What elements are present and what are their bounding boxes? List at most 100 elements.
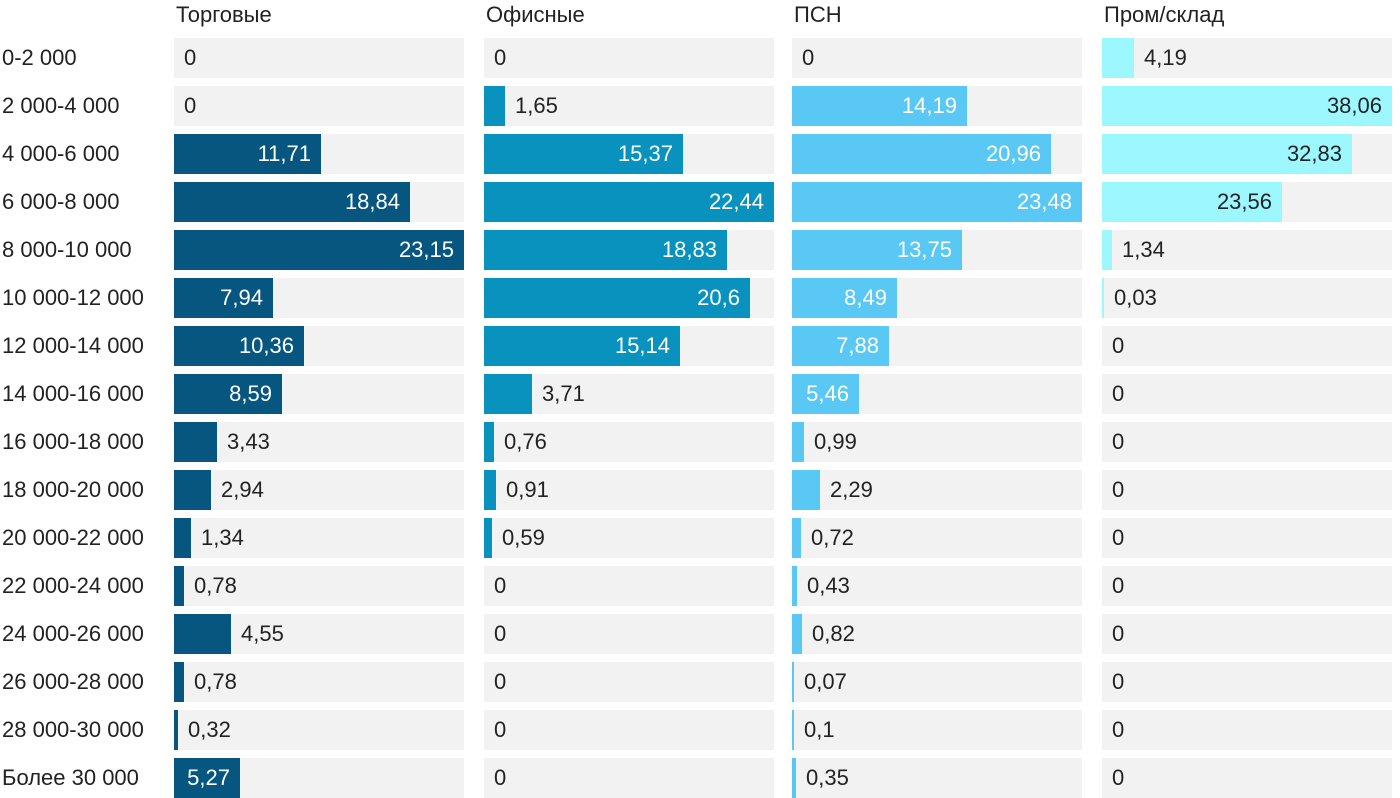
bar — [484, 278, 750, 318]
bar-value-label: 13,75 — [896, 237, 952, 262]
bar-track: 0,32 — [174, 710, 464, 750]
bar-value-label: 0 — [1112, 621, 1125, 646]
bar-value-label: 8,59 — [229, 381, 272, 406]
bar-track: 0 — [484, 614, 774, 654]
bar-value-label: 0 — [1112, 525, 1125, 550]
bar — [174, 182, 410, 222]
bar — [174, 374, 282, 414]
bar-value-label: 0,78 — [194, 669, 237, 694]
bar — [792, 422, 804, 462]
bar-track: 0,76 — [484, 422, 774, 462]
bar — [174, 662, 184, 702]
bar-track: 0,07 — [792, 662, 1082, 702]
bar-track: 14,19 — [792, 86, 1082, 126]
bar-track: 10,36 — [174, 326, 464, 366]
bar — [792, 518, 801, 558]
bar — [174, 710, 178, 750]
category-label: 10 000-12 000 — [2, 285, 144, 310]
bar — [792, 614, 802, 654]
series-header: Пром/склад — [1104, 2, 1225, 27]
bar — [174, 614, 231, 654]
bar-track: 20,6 — [484, 278, 774, 318]
bar-track: 3,43 — [174, 422, 464, 462]
bar-track: 0,1 — [792, 710, 1082, 750]
bar-value-label: 0,59 — [502, 525, 545, 550]
bar — [792, 230, 962, 270]
bar-track: 0,35 — [792, 758, 1082, 798]
bar-track: 0 — [484, 566, 774, 606]
bar-track: 0 — [484, 38, 774, 78]
bar-track: 8,59 — [174, 374, 464, 414]
bar-value-label: 1,34 — [1122, 237, 1165, 262]
category-label: 16 000-18 000 — [2, 429, 144, 454]
bar-track: 0 — [1102, 758, 1392, 798]
bar-track: 0 — [792, 38, 1082, 78]
bar — [792, 182, 1082, 222]
bar — [792, 662, 794, 702]
bar — [1102, 278, 1104, 318]
bar-track: 15,14 — [484, 326, 774, 366]
bar-track: 2,29 — [792, 470, 1082, 510]
bar — [484, 422, 494, 462]
bar-value-label: 0,43 — [807, 573, 850, 598]
bar — [1102, 86, 1392, 126]
bar-value-label: 0 — [1112, 717, 1125, 742]
bar-value-label: 0,72 — [811, 525, 854, 550]
bar-track: 15,37 — [484, 134, 774, 174]
bar-track: 0 — [484, 710, 774, 750]
bar-track: 0,59 — [484, 518, 774, 558]
bar-track: 32,83 — [1102, 134, 1392, 174]
bar-track: 0,99 — [792, 422, 1082, 462]
bar-value-label: 0 — [1112, 669, 1125, 694]
category-label: 24 000-26 000 — [2, 621, 144, 646]
category-label: 14 000-16 000 — [2, 381, 144, 406]
bar-track: 1,34 — [174, 518, 464, 558]
bar-value-label: 7,94 — [220, 285, 263, 310]
bar-track: 0,78 — [174, 566, 464, 606]
bar-value-label: 23,48 — [1016, 189, 1072, 214]
bar-track: 0 — [1102, 566, 1392, 606]
bar — [174, 566, 184, 606]
bar-value-label: 0 — [184, 93, 197, 118]
bar — [792, 86, 967, 126]
bar-value-label: 3,71 — [542, 381, 585, 406]
bar-value-label: 10,36 — [238, 333, 294, 358]
bar — [1102, 230, 1112, 270]
bar-value-label: 20,6 — [697, 285, 740, 310]
bar — [174, 230, 464, 270]
bar-track: 0 — [1102, 422, 1392, 462]
bar-track: 0,03 — [1102, 278, 1392, 318]
bar — [484, 374, 532, 414]
bar-track: 0 — [1102, 710, 1392, 750]
bar-track: 4,55 — [174, 614, 464, 654]
bar-value-label: 0,35 — [806, 765, 849, 790]
bar-track: 0 — [484, 758, 774, 798]
bar-value-label: 5,27 — [187, 765, 230, 790]
category-label: 26 000-28 000 — [2, 669, 144, 694]
category-label: Более 30 000 — [2, 765, 139, 790]
bar-value-label: 0 — [1112, 573, 1125, 598]
bar-value-label: 38,06 — [1326, 93, 1382, 118]
bar-value-label: 0 — [1112, 429, 1125, 454]
bar — [792, 566, 797, 606]
bar-track: 2,94 — [174, 470, 464, 510]
bar-value-label: 11,71 — [257, 141, 311, 166]
category-label: 2 000-4 000 — [2, 93, 120, 118]
bar-track: 8,49 — [792, 278, 1082, 318]
bar — [1102, 134, 1352, 174]
bar — [174, 134, 321, 174]
bar-value-label: 15,14 — [614, 333, 670, 358]
bar-value-label: 2,94 — [221, 477, 264, 502]
bar-value-label: 23,56 — [1216, 189, 1272, 214]
bar — [174, 278, 273, 318]
bar — [484, 326, 680, 366]
bar-value-label: 4,55 — [241, 621, 284, 646]
bar — [174, 470, 211, 510]
category-label: 18 000-20 000 — [2, 477, 144, 502]
bar — [484, 230, 727, 270]
bar-value-label: 7,88 — [836, 333, 879, 358]
bar-track: 0 — [1102, 470, 1392, 510]
bar — [792, 374, 859, 414]
category-label: 12 000-14 000 — [2, 333, 144, 358]
bar-value-label: 0 — [802, 45, 815, 70]
